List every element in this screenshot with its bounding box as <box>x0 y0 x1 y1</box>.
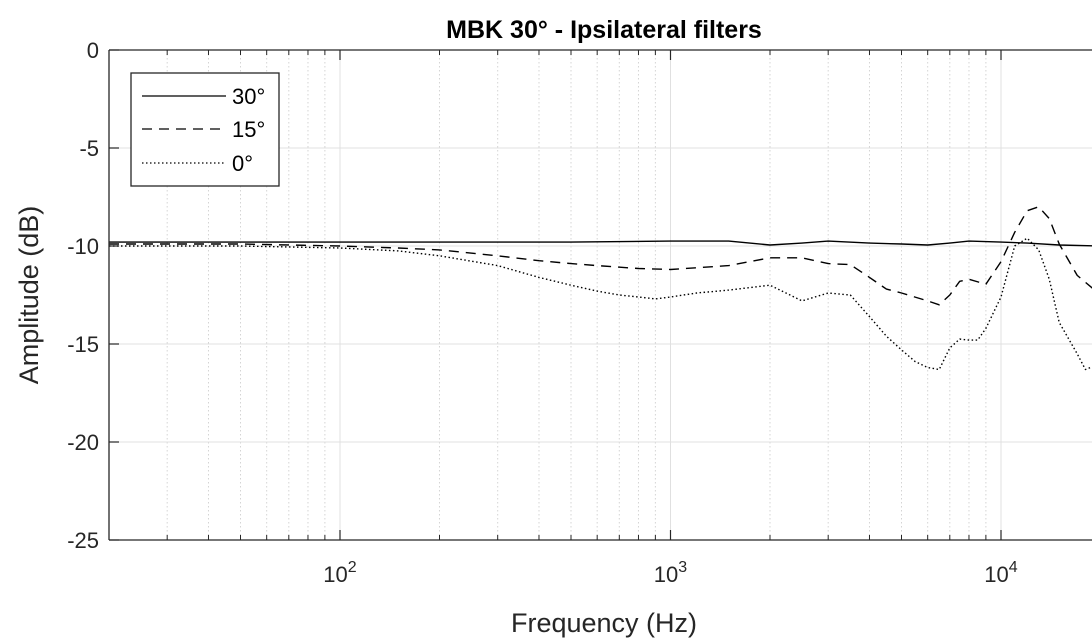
x-tick-labels: 102 103 104 <box>323 559 1017 587</box>
series-layer <box>109 206 1092 371</box>
y-tick-label: -20 <box>67 430 99 455</box>
chart-title: MBK 30° - Ipsilateral filters <box>446 16 762 44</box>
x-axis-title: Frequency (Hz) <box>511 608 697 638</box>
minor-grid <box>166 50 987 540</box>
ticks-layer <box>109 49 1002 541</box>
series-line-0 <box>109 240 1092 247</box>
x-tick-label: 103 <box>654 559 687 587</box>
y-tick-label: -15 <box>67 332 99 357</box>
y-tick-label: -10 <box>67 234 99 259</box>
series-line-1 <box>109 206 1092 306</box>
y-tick-label: -5 <box>79 136 99 161</box>
legend-label-0deg: 0° <box>232 151 253 176</box>
legend-label-30deg: 30° <box>232 84 265 109</box>
axes-box <box>108 49 1092 541</box>
legend-box <box>130 72 280 187</box>
legend: 30° 15° 0° <box>130 72 280 187</box>
legend-label-15deg: 15° <box>232 117 265 142</box>
x-tick-label: 104 <box>984 559 1017 587</box>
series-line-2 <box>109 237 1092 371</box>
y-tick-labels: 0 -5 -10 -15 -20 -25 <box>67 38 99 553</box>
x-tick-label: 102 <box>323 559 356 587</box>
y-tick-label: 0 <box>87 38 99 63</box>
y-axis-title: Amplitude (dB) <box>14 206 44 385</box>
y-tick-label: -25 <box>67 528 99 553</box>
